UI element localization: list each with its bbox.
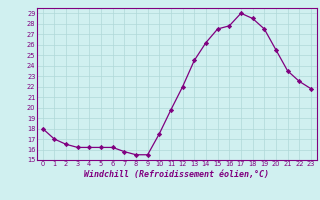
X-axis label: Windchill (Refroidissement éolien,°C): Windchill (Refroidissement éolien,°C) [84,170,269,179]
